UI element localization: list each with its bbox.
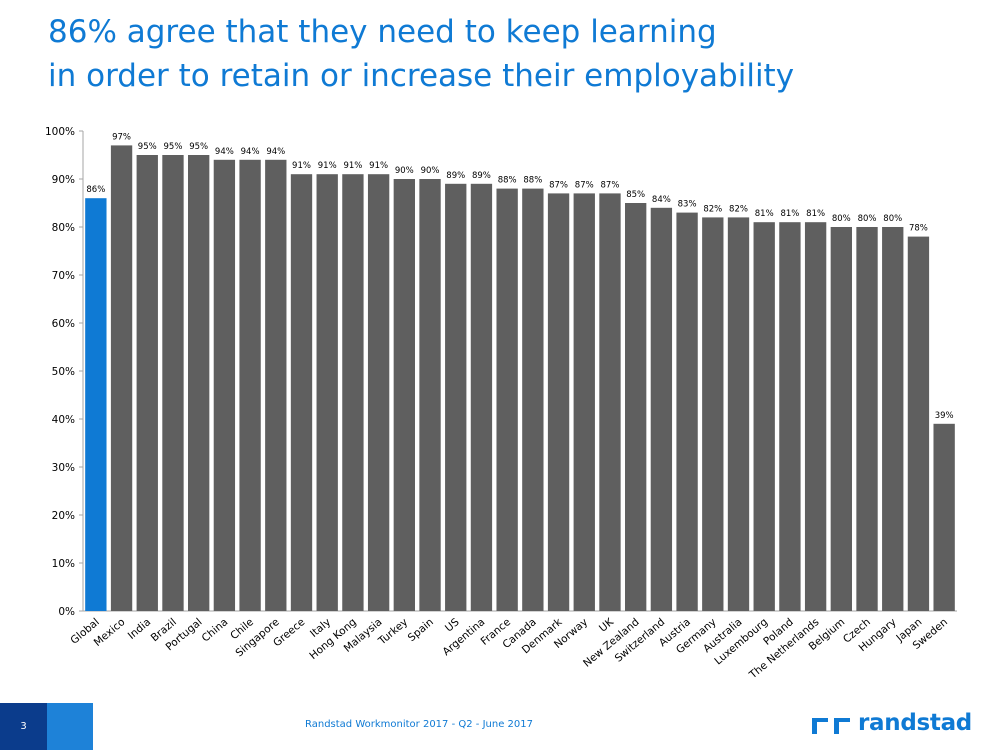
bar — [110, 145, 133, 611]
data-label: 95% — [189, 142, 208, 152]
y-tick-label: 10% — [52, 558, 75, 570]
bar — [779, 222, 801, 611]
y-tick-label: 40% — [52, 414, 75, 426]
data-label: 88% — [523, 176, 542, 186]
bar — [162, 155, 184, 611]
data-label: 89% — [446, 171, 465, 181]
title-line-1: 86% agree that they need to keep learnin… — [48, 14, 717, 50]
data-label: 87% — [601, 180, 620, 190]
data-label: 81% — [755, 209, 774, 219]
data-label: 94% — [266, 147, 285, 157]
y-tick-label: 0% — [58, 606, 75, 618]
y-tick-label: 20% — [52, 510, 75, 522]
bar — [702, 217, 724, 611]
bar — [830, 227, 852, 611]
data-label: 94% — [241, 147, 260, 157]
data-label: 81% — [806, 209, 825, 219]
bar — [522, 188, 544, 611]
data-label: 83% — [678, 200, 697, 210]
data-label: 87% — [575, 180, 594, 190]
data-label: 95% — [138, 142, 157, 152]
data-label: 80% — [883, 214, 902, 224]
randstad-logo: randstad — [812, 708, 972, 738]
data-label: 91% — [318, 161, 337, 171]
data-label: 91% — [343, 161, 362, 171]
data-label: 82% — [703, 204, 722, 214]
bar — [239, 159, 261, 612]
bar — [856, 227, 878, 611]
data-label: 94% — [215, 147, 234, 157]
bar — [547, 193, 570, 611]
bar — [213, 159, 236, 612]
page-number: 3 — [20, 721, 27, 732]
footer-block-light — [47, 703, 93, 750]
bar — [727, 217, 750, 611]
x-tick-label: Spain — [406, 616, 436, 644]
bar — [188, 155, 210, 611]
bar — [342, 174, 364, 611]
data-label: 80% — [858, 214, 877, 224]
data-label: 90% — [395, 166, 414, 176]
y-tick-label: 90% — [52, 174, 75, 186]
x-tick-label: India — [126, 616, 153, 642]
logo-text: randstad — [858, 710, 972, 736]
x-tick-label: US — [443, 616, 462, 635]
bar — [676, 212, 698, 611]
bar — [599, 193, 621, 611]
data-label: 80% — [832, 214, 851, 224]
bar — [882, 227, 904, 611]
data-label: 97% — [112, 132, 131, 142]
bar — [804, 222, 827, 611]
x-tick-label: China — [200, 616, 231, 644]
bar — [933, 423, 955, 611]
bar — [445, 183, 467, 612]
bar — [573, 193, 595, 611]
page-title: 86% agree that they need to keep learnin… — [48, 10, 978, 98]
y-tick-label: 60% — [52, 318, 75, 330]
data-label: 87% — [549, 180, 568, 190]
title-line-2: in order to retain or increase their emp… — [48, 58, 795, 94]
bar — [650, 207, 673, 612]
bar — [393, 179, 415, 611]
bar — [470, 183, 493, 612]
data-label: 82% — [729, 204, 748, 214]
data-label: 78% — [909, 224, 928, 234]
bar — [367, 174, 390, 611]
bar — [907, 236, 930, 611]
bar-chart: 0%10%20%30%40%50%60%70%80%90%100%86%Glob… — [45, 126, 957, 682]
y-tick-label: 50% — [52, 366, 75, 378]
data-label: 88% — [498, 176, 517, 186]
footer-source: Randstad Workmonitor 2017 - Q2 - June 20… — [305, 719, 533, 730]
data-label: 95% — [164, 142, 183, 152]
data-label: 91% — [292, 161, 311, 171]
bar — [136, 155, 158, 611]
bar — [290, 174, 313, 611]
bar — [265, 159, 287, 612]
y-tick-label: 80% — [52, 222, 75, 234]
data-label: 91% — [369, 161, 388, 171]
bar — [753, 222, 775, 611]
bar — [496, 188, 518, 611]
data-label: 86% — [86, 185, 105, 195]
data-label: 85% — [626, 190, 645, 200]
bar — [85, 198, 107, 611]
y-tick-label: 100% — [45, 126, 75, 138]
data-label: 90% — [421, 166, 440, 176]
data-label: 84% — [652, 195, 671, 205]
y-tick-label: 70% — [52, 270, 75, 282]
y-tick-label: 30% — [52, 462, 75, 474]
bar — [419, 179, 441, 611]
data-label: 39% — [935, 411, 954, 421]
bar — [316, 174, 338, 611]
data-label: 89% — [472, 171, 491, 181]
randstad-logo-icon — [812, 718, 850, 734]
bar — [625, 203, 647, 611]
footer-block-dark — [0, 703, 47, 750]
data-label: 81% — [780, 209, 799, 219]
